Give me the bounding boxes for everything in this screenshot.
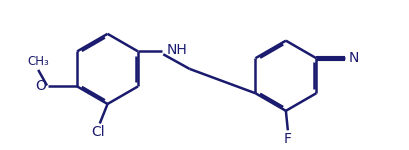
Text: N: N [348,51,358,65]
Text: O: O [35,80,46,93]
Text: Cl: Cl [91,125,104,139]
Text: NH: NH [166,43,187,57]
Text: F: F [283,132,291,146]
Text: CH₃: CH₃ [27,55,49,68]
